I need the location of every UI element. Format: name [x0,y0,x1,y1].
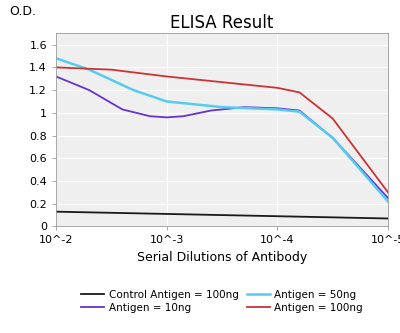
Title: ELISA Result: ELISA Result [170,14,274,32]
X-axis label: Serial Dilutions of Antibody: Serial Dilutions of Antibody [137,251,307,264]
Legend: Control Antigen = 100ng, Antigen = 10ng, Antigen = 50ng, Antigen = 100ng: Control Antigen = 100ng, Antigen = 10ng,… [82,290,362,313]
Text: O.D.: O.D. [10,5,36,18]
